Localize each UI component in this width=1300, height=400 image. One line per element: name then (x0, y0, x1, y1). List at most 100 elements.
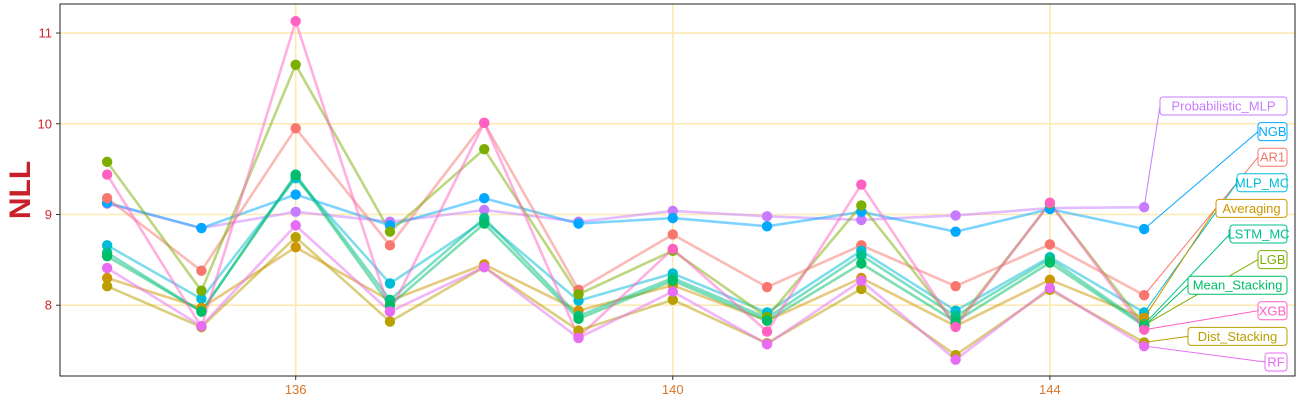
data-point-mean-stacking (573, 313, 584, 325)
data-point-xgb (950, 321, 961, 333)
data-point-mean-stacking (856, 258, 867, 269)
series-label-ar1: AR1 (1260, 150, 1285, 165)
data-point-ngb (290, 189, 301, 200)
data-point-mean-stacking (196, 306, 207, 317)
data-point-rf (479, 261, 490, 273)
data-point-lstm-mc (856, 250, 867, 261)
data-point-mean-stacking (290, 170, 301, 181)
y-tick-label: 8 (45, 298, 52, 313)
data-point-probabilistic-mlp (667, 205, 678, 217)
data-point-xgb (761, 326, 773, 337)
data-point-xgb (1044, 197, 1056, 208)
data-point-probabilistic-mlp (290, 206, 301, 217)
series-label-box (1257, 122, 1288, 142)
x-tick-label: 136 (285, 382, 307, 397)
series-label-ngb: NGB (1258, 124, 1286, 139)
data-point-mean-stacking (1044, 257, 1056, 268)
data-point-lgb (384, 226, 396, 237)
data-point-mean-stacking (761, 315, 773, 326)
data-point-rf (573, 332, 584, 344)
data-point-ar1 (196, 265, 207, 276)
series-label-rf: RF (1267, 355, 1284, 370)
x-tick-label: 144 (1039, 382, 1061, 397)
data-point-lgb (479, 143, 490, 155)
data-point-mlp-mc (196, 293, 207, 305)
data-point-dist-stacking (290, 231, 301, 243)
data-point-ar1 (1044, 239, 1056, 250)
data-point-lgb (196, 285, 207, 296)
data-point-rf (1044, 282, 1056, 294)
y-tick-label: 9 (45, 207, 52, 222)
data-point-rf (101, 262, 113, 274)
data-point-ngb (479, 192, 490, 204)
data-point-xgb (667, 243, 678, 255)
data-point-probabilistic-mlp (761, 211, 773, 222)
data-point-lgb (290, 59, 301, 70)
label-connector (1143, 131, 1259, 230)
label-connector (1143, 233, 1231, 325)
series-label-box (1187, 275, 1288, 295)
series-label-xgb: XGB (1259, 303, 1286, 318)
series-line-rf (106, 224, 1145, 362)
series-label-box (1236, 173, 1288, 193)
data-point-rf (856, 275, 867, 286)
series-label-box (1264, 352, 1288, 372)
data-point-ar1 (101, 192, 113, 204)
series-label-box (1159, 96, 1288, 116)
data-point-dist-stacking (667, 294, 678, 305)
series-points (101, 16, 1150, 365)
y-tick-label: 10 (38, 116, 52, 131)
series-label-box (1257, 147, 1288, 167)
data-point-ngb (761, 221, 773, 232)
label-connector (1143, 105, 1161, 208)
plot-panel-border (59, 3, 1296, 377)
series-lines (105, 19, 1146, 362)
y-tick-label: 11 (39, 26, 53, 41)
data-point-mlp-mc (384, 278, 396, 289)
y-axis-label: NLL (4, 161, 37, 219)
grid-lines (60, 4, 1295, 376)
data-point-ngb (950, 226, 961, 237)
series-label-box (1257, 301, 1288, 321)
data-point-ar1 (950, 280, 961, 292)
series-label-probabilistic-mlp: Probabilistic_MLP (1171, 99, 1275, 114)
data-point-averaging (101, 272, 113, 284)
data-point-xgb (856, 179, 867, 190)
data-point-ar1 (761, 281, 773, 293)
series-label-box (1257, 250, 1288, 270)
data-point-rf (761, 339, 773, 350)
label-connector (1144, 345, 1266, 363)
data-point-xgb (479, 117, 490, 129)
data-point-mlp-mc (101, 240, 113, 251)
data-point-lgb (856, 200, 867, 211)
data-point-rf (950, 354, 961, 365)
series-label-box (1215, 198, 1288, 218)
data-point-averaging (1044, 274, 1056, 286)
data-point-xgb (290, 16, 301, 27)
series-label-lgb: LGB (1259, 252, 1285, 267)
series-line-xgb (105, 19, 1146, 339)
data-point-dist-stacking (384, 316, 396, 327)
data-point-lgb (101, 156, 113, 168)
series-label-dist-stacking: Dist_Stacking (1198, 329, 1277, 344)
label-connector (1143, 208, 1217, 319)
axes: 136 140 144 8 9 10 11 (38, 26, 1061, 397)
data-point-rf (667, 286, 678, 297)
data-point-lgb (573, 289, 584, 300)
series-line-mean-stacking (106, 174, 1145, 328)
data-point-probabilistic-mlp (479, 204, 490, 216)
series-label-box (1229, 224, 1288, 244)
series-line-probabilistic-mlp (106, 202, 1145, 230)
x-tick-label: 140 (662, 382, 684, 397)
label-connector (1144, 310, 1259, 331)
data-point-probabilistic-mlp (856, 214, 867, 226)
series-label-averaging: Averaging (1222, 201, 1280, 216)
data-point-rf (290, 220, 301, 231)
data-point-probabilistic-mlp (950, 210, 961, 221)
data-point-ngb (196, 222, 207, 234)
label-connector (1143, 284, 1189, 327)
data-point-dist-stacking (856, 283, 867, 295)
series-line-ar1 (106, 121, 1145, 297)
series-label-mean-stacking: Mean_Stacking (1193, 278, 1283, 293)
data-point-ngb (573, 218, 584, 229)
